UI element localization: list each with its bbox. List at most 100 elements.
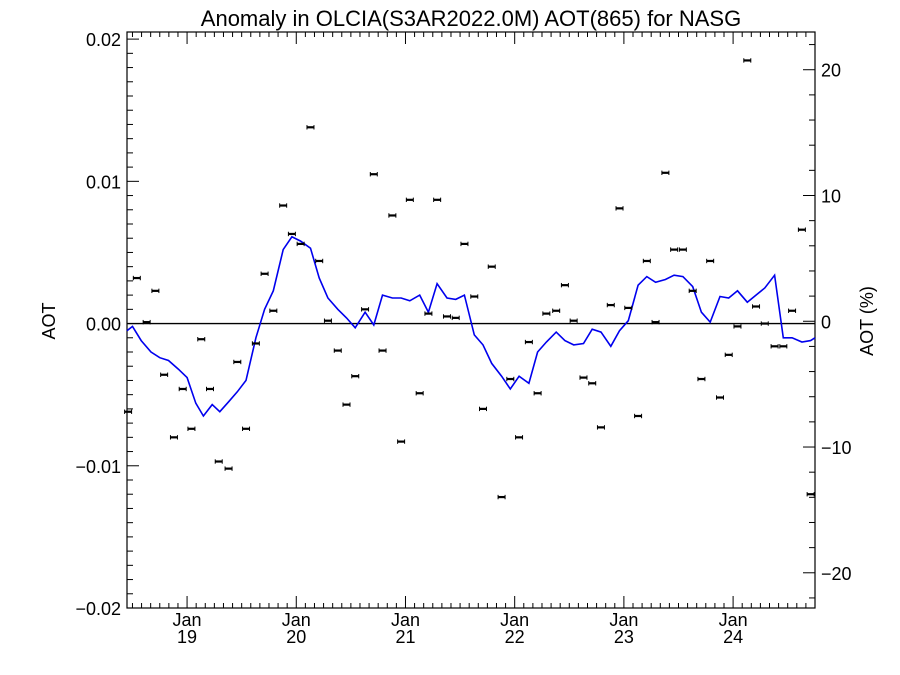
data-point [743,58,752,63]
data-point [697,376,706,382]
data-point [706,258,715,264]
data-point [242,426,251,431]
data-point [405,197,414,203]
data-point [160,372,169,377]
data-point [369,172,378,177]
data-point [724,352,733,358]
data-point [351,373,360,379]
y2-tick-label: −10 [821,438,852,458]
data-point [197,337,206,342]
data-point [524,339,533,345]
data-point [752,304,761,309]
data-point [542,311,551,316]
data-point [460,241,469,247]
x-tick-month-label: Jan [282,610,311,630]
data-point [251,341,260,346]
data-point [260,271,269,276]
data-point [187,426,196,431]
data-point [424,311,433,316]
data-point [397,439,406,444]
data-point [733,324,742,329]
data-point [205,386,214,392]
data-point [779,344,788,349]
data-point [361,307,370,312]
data-point [233,359,242,365]
data-point [178,386,187,392]
data-point [451,315,460,321]
data-point [497,494,506,500]
data-point [715,395,724,400]
data-point [442,314,451,319]
data-point [224,466,233,471]
data-point [333,348,342,353]
y2-tick-label: −20 [821,564,852,584]
data-point [688,288,697,294]
y2-tick-label: 0 [821,312,831,332]
data-point [634,413,643,419]
data-point [560,282,569,288]
data-point [797,227,806,232]
x-tick-month-label: Jan [173,610,202,630]
data-point [760,321,769,326]
y-tick-label: 0.01 [86,172,121,192]
data-point [615,206,624,211]
data-point [433,197,442,203]
x-tick-year-label: 21 [395,627,415,647]
data-point [315,258,324,264]
data-point [169,435,178,440]
data-point [342,402,351,407]
x-tick-month-label: Jan [609,610,638,630]
data-point [806,492,815,497]
data-point [296,241,305,247]
data-point [124,409,133,414]
x-tick-year-label: 24 [723,627,743,647]
x-tick-month-label: Jan [719,610,748,630]
y-tick-label: −0.02 [75,599,121,619]
data-point [214,459,223,464]
data-point [515,435,524,440]
data-point [533,391,542,396]
chart-title: Anomaly in OLCIA(S3AR2022.0M) AOT(865) f… [201,6,741,31]
y-tick-label: −0.01 [75,457,121,477]
data-point [415,391,424,396]
x-tick-year-label: 23 [614,627,634,647]
data-point [506,376,515,382]
y2-axis-label: AOT (%) [857,286,877,356]
x-tick-year-label: 19 [177,627,197,647]
data-point [132,275,141,281]
data-point [770,344,779,349]
data-point [606,302,615,308]
data-point [142,319,151,325]
data-point [552,308,561,313]
data-point [279,203,288,208]
data-point [287,231,296,237]
data-point [388,213,397,218]
x-tick-month-label: Jan [391,610,420,630]
y-axis-label: AOT [39,302,59,339]
data-point [487,264,496,269]
y2-tick-label: 20 [821,61,841,81]
x-tick-year-label: 20 [286,627,306,647]
data-point [624,305,633,311]
data-point [323,318,332,323]
data-point [579,375,588,380]
y-tick-label: 0.00 [86,315,121,335]
data-point [670,247,679,252]
data-point [569,318,578,323]
data-point [642,258,651,264]
data-point [661,170,670,175]
data-point [479,406,488,412]
data-point [470,294,479,299]
plot-frame [126,31,816,609]
data-point [588,381,597,386]
data-point [788,308,797,313]
data-point [378,348,387,353]
y-tick-label: 0.02 [86,30,121,50]
data-point [269,308,278,313]
x-tick-month-label: Jan [500,610,529,630]
x-tick-year-label: 22 [505,627,525,647]
data-point [151,288,160,294]
data-point [651,319,660,325]
data-point [678,247,687,252]
